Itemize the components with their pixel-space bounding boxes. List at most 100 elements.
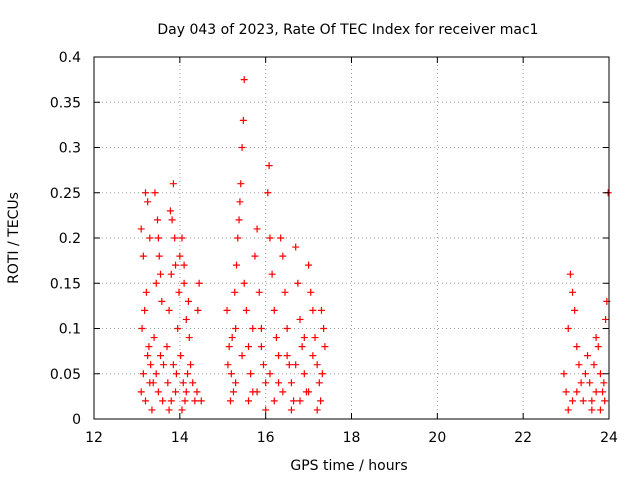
y-tick-label: 0.05 bbox=[50, 367, 81, 383]
data-point bbox=[602, 315, 610, 323]
data-point bbox=[592, 334, 600, 342]
data-point bbox=[560, 370, 568, 378]
data-point bbox=[151, 189, 159, 197]
data-point bbox=[320, 325, 328, 332]
data-point bbox=[182, 388, 190, 396]
data-point bbox=[245, 343, 252, 351]
data-point bbox=[165, 306, 173, 314]
data-point bbox=[584, 352, 592, 360]
data-point bbox=[138, 325, 146, 332]
data-point bbox=[144, 352, 152, 360]
data-point bbox=[185, 334, 193, 342]
x-tick-label: 16 bbox=[257, 430, 275, 446]
y-tick-label: 0.4 bbox=[59, 50, 81, 66]
data-point bbox=[305, 388, 313, 396]
data-point bbox=[158, 297, 166, 305]
data-point bbox=[599, 388, 607, 396]
data-point bbox=[562, 388, 570, 396]
x-tick-label: 24 bbox=[600, 430, 618, 446]
data-point bbox=[227, 370, 235, 378]
data-point bbox=[317, 397, 325, 405]
data-point bbox=[160, 361, 168, 369]
data-point bbox=[174, 325, 182, 332]
data-point bbox=[266, 370, 274, 378]
data-point bbox=[577, 379, 585, 387]
data-point bbox=[147, 361, 155, 369]
data-point bbox=[283, 325, 291, 332]
data-point bbox=[150, 334, 158, 342]
data-point bbox=[285, 361, 293, 369]
data-point bbox=[262, 406, 270, 414]
data-point bbox=[596, 406, 604, 414]
data-point bbox=[171, 234, 179, 242]
data-point bbox=[157, 352, 165, 360]
data-point bbox=[184, 370, 192, 378]
data-point bbox=[253, 388, 261, 396]
data-point bbox=[179, 379, 187, 387]
data-point bbox=[268, 270, 276, 278]
data-point bbox=[182, 315, 190, 323]
data-point bbox=[279, 252, 287, 260]
data-point bbox=[275, 352, 283, 360]
data-point bbox=[228, 334, 236, 342]
data-point bbox=[224, 361, 232, 369]
data-point bbox=[592, 388, 600, 396]
data-point bbox=[260, 361, 268, 369]
data-point bbox=[137, 388, 145, 396]
data-point bbox=[298, 343, 306, 351]
data-point bbox=[232, 325, 240, 332]
data-point bbox=[165, 406, 173, 414]
data-point bbox=[189, 379, 197, 387]
data-point bbox=[152, 279, 160, 287]
data-point bbox=[300, 370, 308, 378]
data-point bbox=[240, 76, 248, 84]
data-point bbox=[223, 306, 231, 314]
data-point bbox=[197, 397, 205, 405]
data-point bbox=[266, 234, 274, 242]
data-point bbox=[231, 288, 239, 296]
data-point bbox=[265, 162, 273, 170]
data-point bbox=[226, 397, 234, 405]
x-tick-label: 22 bbox=[514, 430, 532, 446]
data-point bbox=[586, 379, 594, 387]
data-point bbox=[194, 306, 202, 314]
data-point bbox=[292, 361, 300, 369]
data-point bbox=[309, 352, 317, 360]
data-point bbox=[229, 388, 237, 396]
x-tick-label: 20 bbox=[428, 430, 446, 446]
data-point bbox=[154, 216, 162, 224]
data-point bbox=[571, 306, 579, 314]
data-point bbox=[264, 189, 272, 197]
data-point bbox=[239, 116, 247, 124]
data-point bbox=[257, 325, 265, 332]
data-point bbox=[176, 252, 184, 260]
y-axis-label: ROTI / TECUs bbox=[6, 192, 22, 284]
data-point bbox=[564, 325, 572, 332]
data-point bbox=[236, 198, 244, 206]
x-tick-label: 12 bbox=[85, 430, 103, 446]
data-point bbox=[167, 270, 175, 278]
data-point bbox=[142, 397, 149, 405]
data-point bbox=[146, 234, 154, 242]
x-axis-label: GPS time / hours bbox=[290, 458, 407, 474]
data-point bbox=[564, 406, 572, 414]
data-point bbox=[167, 397, 175, 405]
y-tick-label: 0.25 bbox=[50, 186, 81, 202]
data-point bbox=[315, 379, 323, 387]
data-point bbox=[294, 279, 302, 287]
data-point bbox=[235, 216, 243, 224]
data-point bbox=[164, 379, 172, 387]
data-point bbox=[195, 279, 203, 287]
data-point bbox=[311, 334, 319, 342]
data-point bbox=[184, 297, 192, 305]
data-point bbox=[178, 234, 186, 242]
data-point bbox=[281, 288, 289, 296]
data-point bbox=[296, 397, 304, 405]
data-point bbox=[240, 279, 248, 287]
data-point bbox=[172, 261, 180, 269]
data-point bbox=[601, 397, 609, 405]
chart-title: Day 043 of 2023, Rate Of TEC Index for r… bbox=[157, 22, 538, 38]
data-point bbox=[270, 306, 278, 314]
data-point bbox=[141, 306, 149, 314]
data-point bbox=[317, 306, 325, 314]
